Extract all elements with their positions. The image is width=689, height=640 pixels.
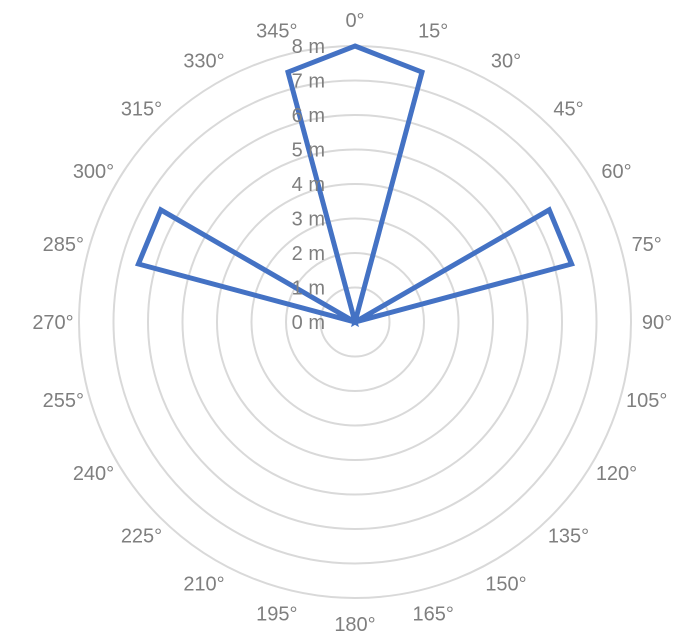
radial-tick-labels: 0 m 1 m 2 m 3 m 4 m 5 m 6 m 7 m 8 m xyxy=(292,36,325,334)
angle-label: 315° xyxy=(121,99,162,121)
angle-label: 285° xyxy=(43,234,84,256)
grid-ring-5 xyxy=(181,148,529,496)
angle-label: 30° xyxy=(491,51,521,73)
radial-tick-label: 5 m xyxy=(292,140,325,162)
angle-label: 255° xyxy=(43,390,84,412)
angle-label: 45° xyxy=(553,99,583,121)
angle-label: 225° xyxy=(121,526,162,548)
radial-tick-label: 1 m xyxy=(292,278,325,300)
grid-ring-2 xyxy=(285,252,425,392)
grid-ring-6 xyxy=(147,114,563,530)
grid-ring-1 xyxy=(319,286,391,358)
angle-label: 150° xyxy=(485,574,526,596)
angle-label: 90° xyxy=(642,312,672,334)
angle-label: 75° xyxy=(632,234,662,256)
radial-tick-label: 7 m xyxy=(292,71,325,93)
series-layer xyxy=(134,43,576,328)
grid-ring-4 xyxy=(216,183,494,461)
angle-labels: 0° 15° 30° 45° 60° 75° 90° 105° 120° 135° 150° 165°… xyxy=(32,10,672,636)
angle-label: 165° xyxy=(413,604,454,626)
angle-label: 240° xyxy=(73,463,114,485)
angle-label: 300° xyxy=(73,161,114,183)
radial-tick-label: 3 m xyxy=(292,209,325,231)
series-line-0 xyxy=(134,43,576,328)
grid-ring-7 xyxy=(112,79,598,565)
angle-label: 345° xyxy=(256,20,297,42)
angle-label: 195° xyxy=(256,604,297,626)
radial-tick-label: 8 m xyxy=(292,36,325,58)
angle-label: 210° xyxy=(183,574,224,596)
radial-tick-label: 4 m xyxy=(292,174,325,196)
radial-tick-label: 0 m xyxy=(292,312,325,334)
angle-label: 270° xyxy=(32,312,73,334)
angle-label: 135° xyxy=(548,526,589,548)
angle-label: 60° xyxy=(601,161,631,183)
angle-label: 15° xyxy=(418,20,448,42)
angle-label: 0° xyxy=(345,10,364,32)
radial-tick-label: 2 m xyxy=(292,243,325,265)
angle-label: 120° xyxy=(596,463,637,485)
angle-label: 105° xyxy=(626,390,667,412)
radial-tick-label: 6 m xyxy=(292,105,325,127)
angle-label: 180° xyxy=(334,614,375,636)
grid-ring-3 xyxy=(250,217,460,427)
angle-label: 330° xyxy=(183,51,224,73)
